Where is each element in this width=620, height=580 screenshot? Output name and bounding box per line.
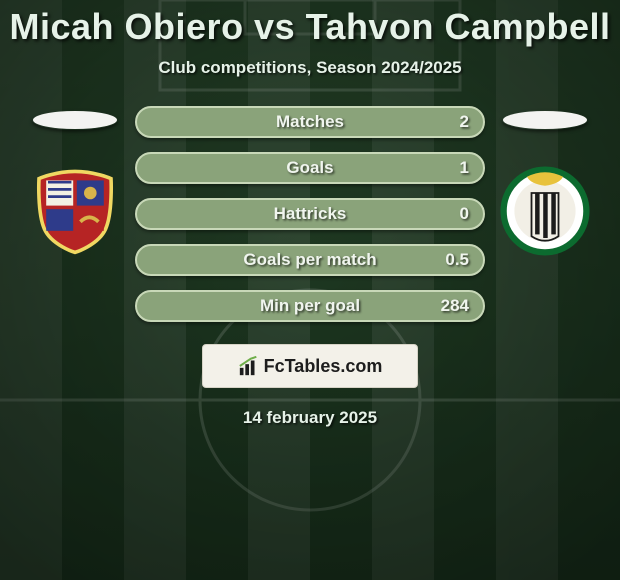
stat-label: Matches [276,112,344,132]
stat-label: Goals per match [243,250,376,270]
stat-row: Goals per match 0.5 [135,244,485,276]
brand-chart-icon [238,355,260,377]
subtitle: Club competitions, Season 2024/2025 [158,58,461,78]
stat-row: Goals 1 [135,152,485,184]
stat-value: 2 [460,112,469,132]
right-player-col [485,106,605,256]
stat-value: 1 [460,158,469,178]
player-pill-right [502,110,588,130]
left-player-col [15,106,135,256]
stat-value: 0 [460,204,469,224]
stat-label: Min per goal [260,296,360,316]
stat-label: Hattricks [274,204,347,224]
stat-row: Matches 2 [135,106,485,138]
stat-row: Min per goal 284 [135,290,485,322]
brand-text: FcTables.com [264,356,383,377]
stats-column: Matches 2 Goals 1 Hattricks 0 Goals per … [135,106,485,322]
player-pill-left [32,110,118,130]
club-crest-left [30,166,120,256]
snapshot-date: 14 february 2025 [243,408,377,428]
page-title: Micah Obiero vs Tahvon Campbell [10,6,611,48]
club-crest-right [500,166,590,256]
stat-value: 284 [441,296,469,316]
brand-badge: FcTables.com [202,344,418,388]
comparison-row: Matches 2 Goals 1 Hattricks 0 Goals per … [0,106,620,322]
stat-label: Goals [286,158,333,178]
stat-value: 0.5 [445,250,469,270]
stat-row: Hattricks 0 [135,198,485,230]
